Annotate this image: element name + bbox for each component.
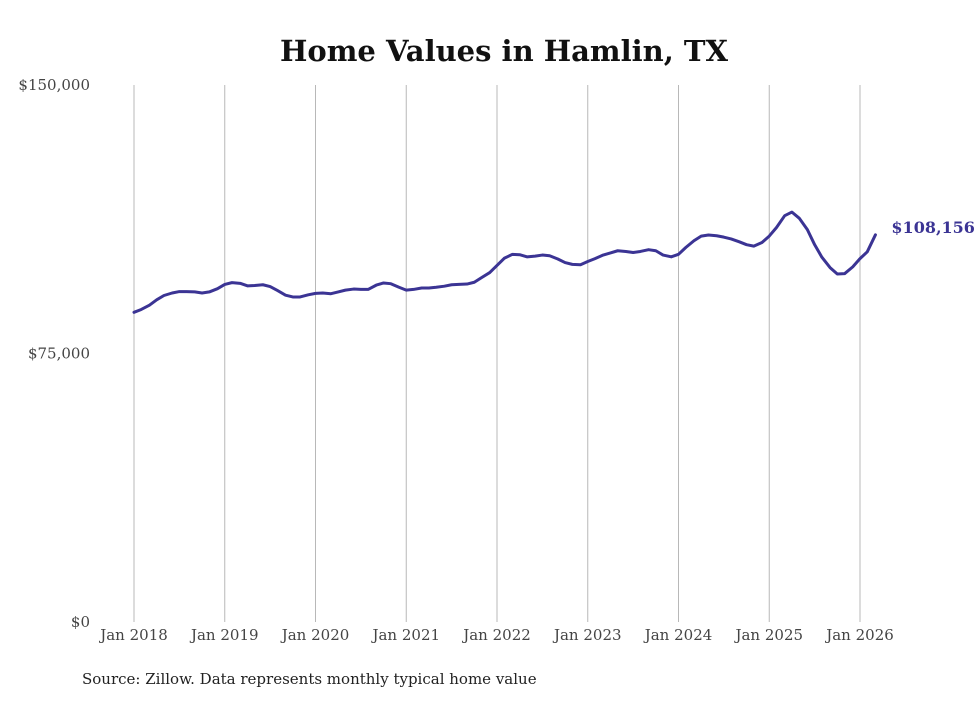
gridlines <box>133 85 861 622</box>
x-tick-label: Jan 2019 <box>189 626 259 644</box>
x-tick-label: Jan 2022 <box>461 626 531 644</box>
y-axis-ticks: $150,000 $75,000 $0 <box>18 76 90 631</box>
source-note: Source: Zillow. Data represents monthly … <box>82 670 537 688</box>
x-tick-label: Jan 2023 <box>552 626 622 644</box>
x-tick-label: Jan 2018 <box>98 626 168 644</box>
y-tick-label: $0 <box>71 613 90 631</box>
x-axis-ticks: Jan 2018 Jan 2019 Jan 2020 Jan 2021 Jan 2022… <box>98 626 894 644</box>
series-line-home-value <box>132 210 877 314</box>
x-tick-label: Jan 2020 <box>280 626 350 644</box>
x-tick-label: Jan 2021 <box>370 626 440 644</box>
x-tick-label: Jan 2024 <box>643 626 713 644</box>
x-tick-label: Jan 2025 <box>733 626 803 644</box>
end-value-label: $108,156 <box>891 218 975 237</box>
x-tick-label: Jan 2026 <box>824 626 894 644</box>
chart-title: Home Values in Hamlin, TX <box>280 34 729 68</box>
y-tick-label: $150,000 <box>18 76 90 94</box>
y-tick-label: $75,000 <box>28 345 90 363</box>
series-layer: $108,156 <box>132 210 975 314</box>
